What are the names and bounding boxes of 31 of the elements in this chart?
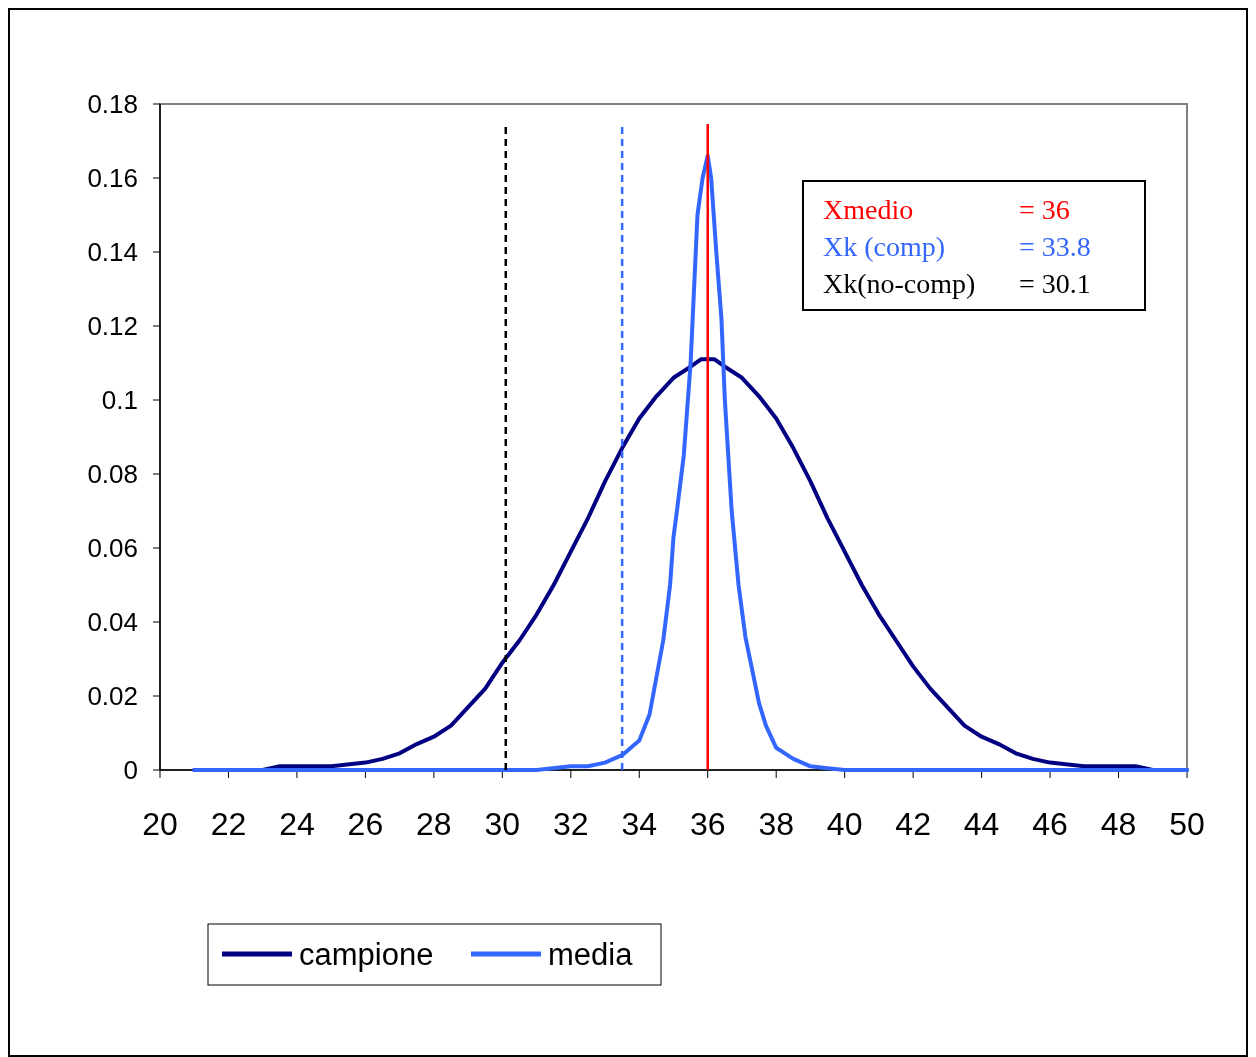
y-tick-label: 0.18 [87, 89, 138, 120]
text: Xk(no-comp) = 30.1 [823, 268, 1091, 299]
x-tick-label: 28 [416, 806, 452, 842]
x-tick-label: 34 [621, 806, 658, 842]
y-tick-label: 0.12 [87, 311, 138, 342]
x-tick-label: 24 [279, 806, 315, 842]
y-tick-label: 0.04 [87, 607, 138, 638]
y-tick-label: 0.02 [87, 681, 138, 712]
y-tick-label: 0.1 [101, 385, 138, 416]
text: Xmedio = 36 [823, 194, 1070, 225]
x-tick-label: 50 [1169, 806, 1205, 842]
y-tick-label: 0.06 [87, 533, 138, 564]
x-tick-label: 20 [142, 806, 178, 842]
y-tick-label: 0.08 [87, 459, 138, 490]
x-tick-label: 36 [689, 806, 726, 842]
legend-label: campione [299, 936, 434, 972]
x-tick-label: 40 [826, 806, 863, 842]
y-tick-label: 0.14 [87, 237, 138, 268]
legend-label: media [548, 936, 634, 972]
x-tick-label: 32 [553, 806, 589, 842]
x-tick-label: 22 [210, 806, 247, 842]
x-tick-label: 44 [963, 806, 1000, 842]
x-tick-label: 38 [758, 806, 794, 842]
text: Xk (comp) = 33.8 [823, 231, 1091, 262]
x-tick-label: 26 [347, 806, 384, 842]
x-tick-label: 42 [895, 806, 931, 842]
x-tick-label: 30 [484, 806, 521, 842]
x-tick-label: 48 [1100, 806, 1137, 842]
x-tick-label: 46 [1032, 806, 1068, 842]
y-tick-label: 0.16 [87, 163, 138, 194]
y-tick-label: 0 [123, 755, 138, 786]
